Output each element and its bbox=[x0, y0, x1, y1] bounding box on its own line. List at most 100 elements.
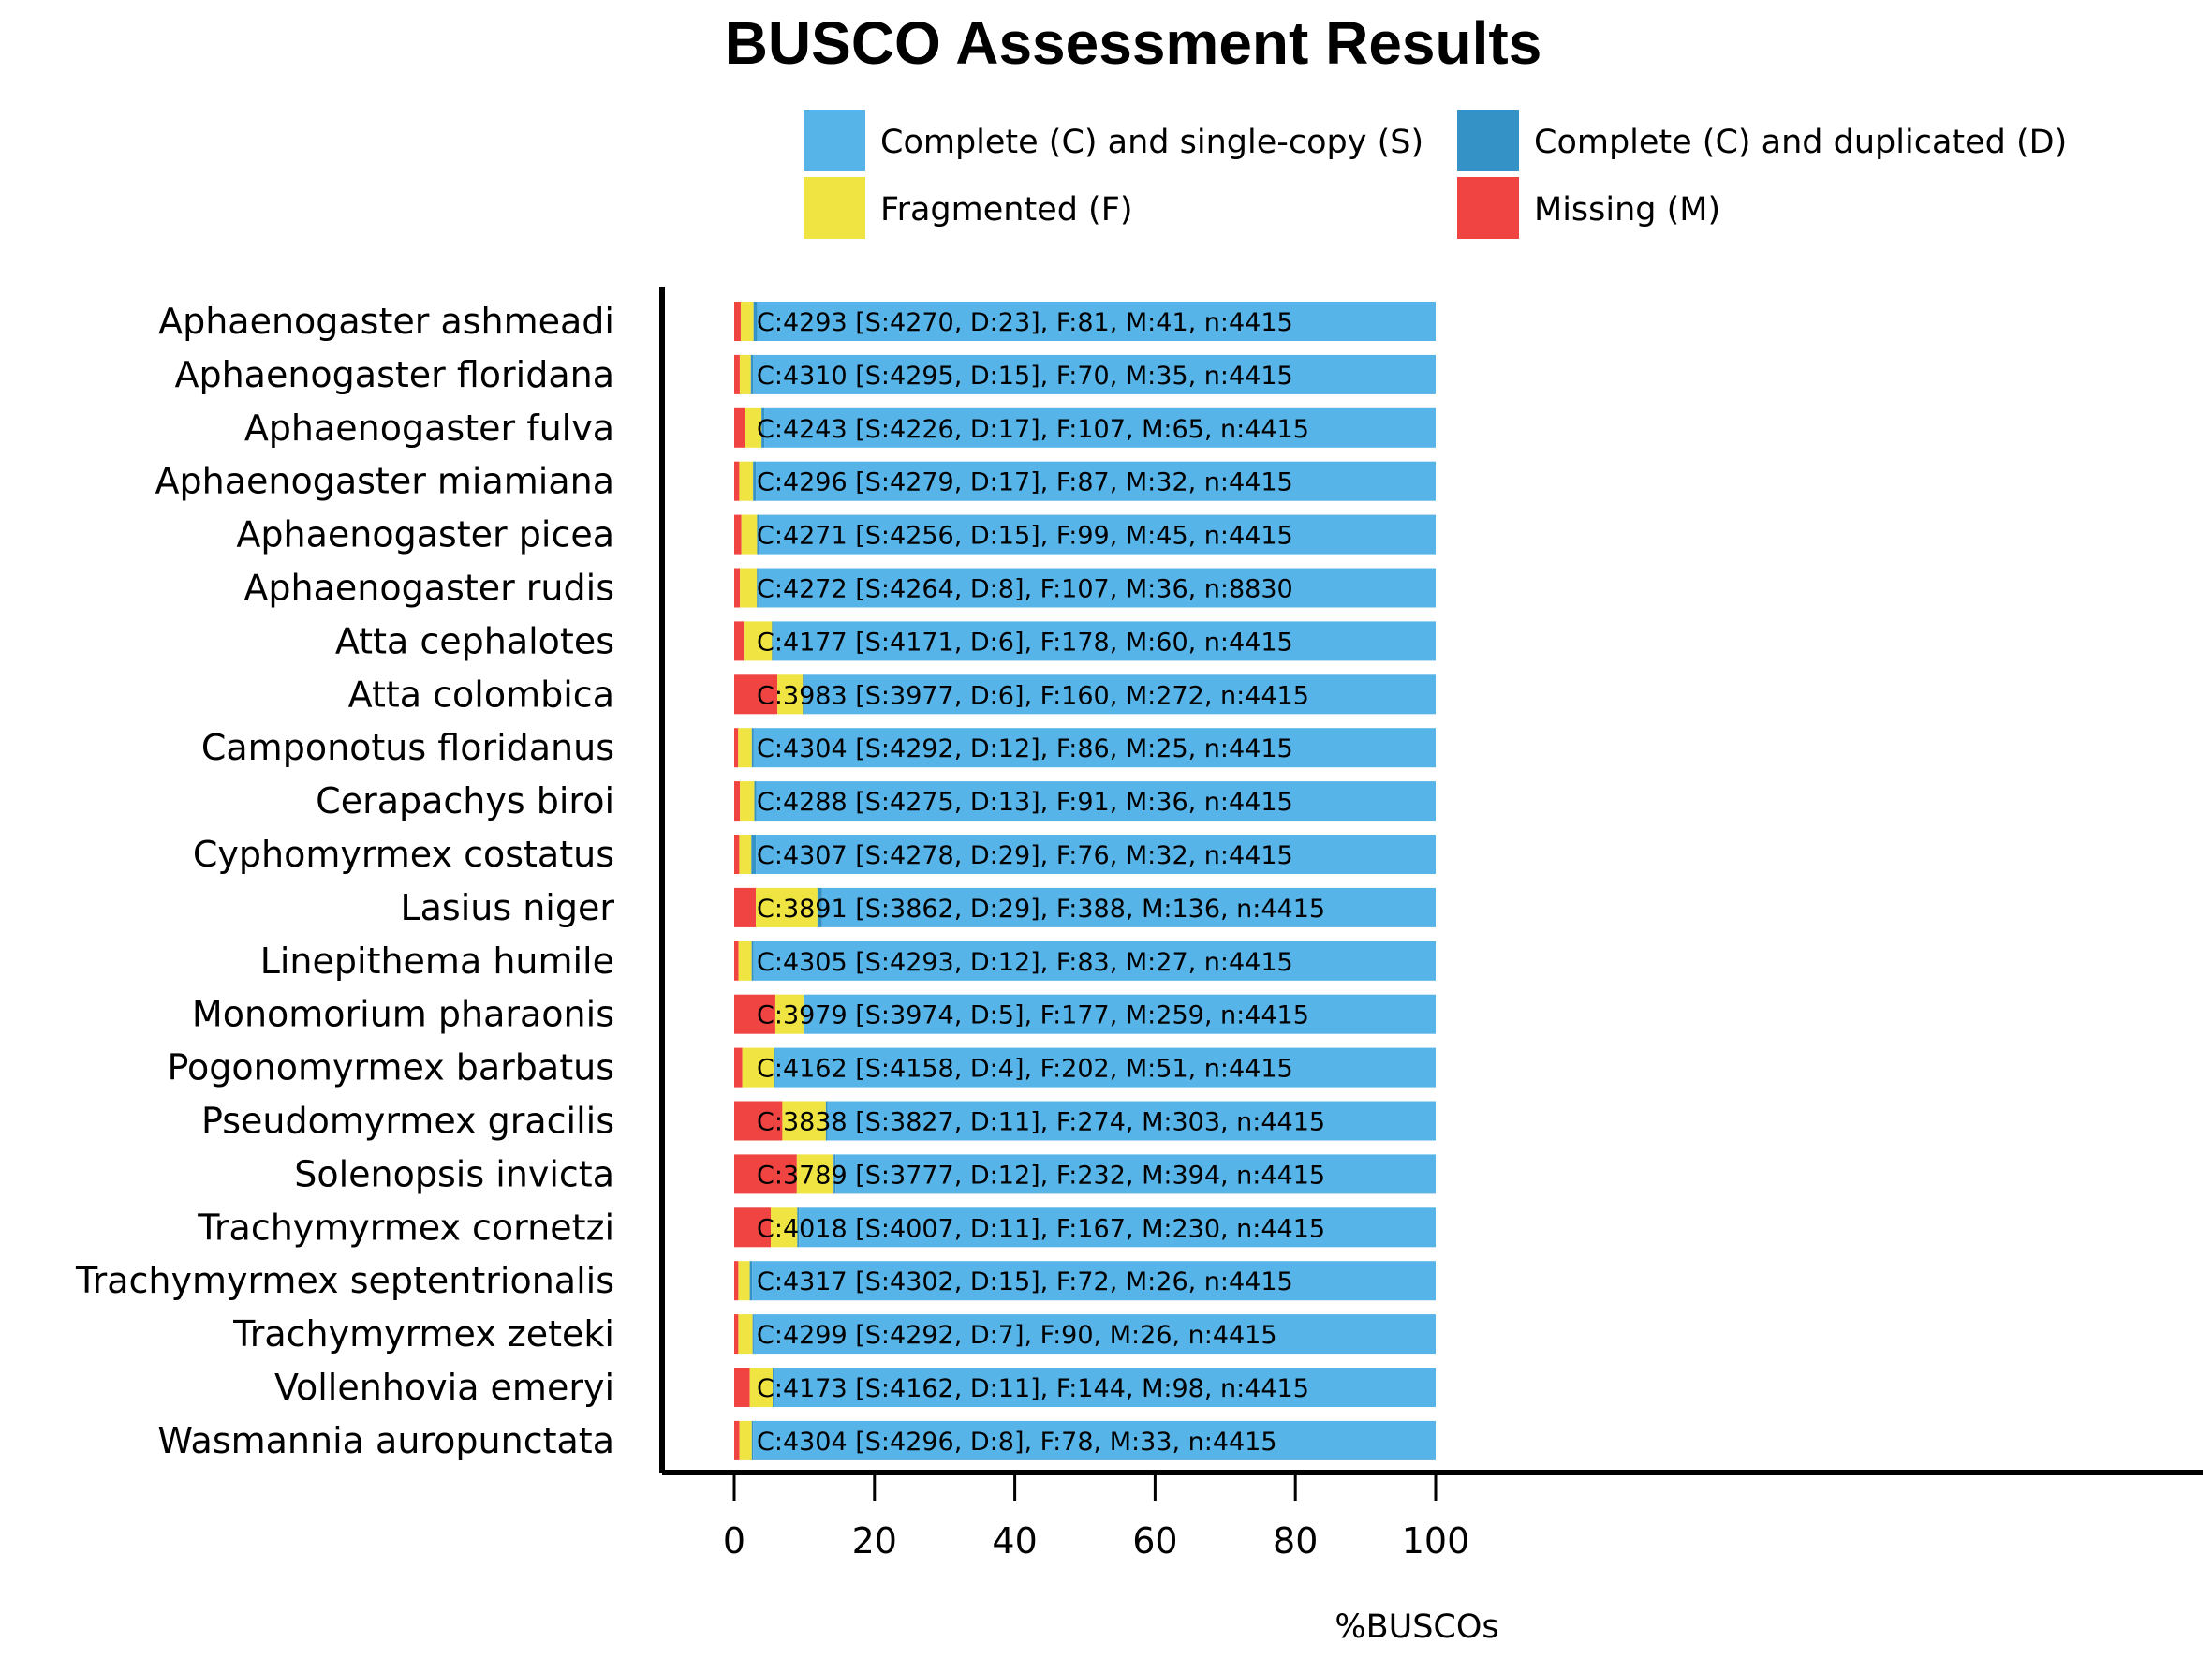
bar-data-label: C:4305 [S:4293, D:12], F:83, M:27, n:441… bbox=[757, 948, 1293, 977]
bar-segment-single bbox=[835, 1154, 1436, 1194]
bar-segment-missing bbox=[734, 835, 740, 874]
bar-segment-duplicated bbox=[750, 354, 754, 394]
axes bbox=[659, 287, 2203, 1475]
bar-segment-missing bbox=[734, 1314, 739, 1355]
species-label: Pogonomyrmex barbatus bbox=[168, 1047, 615, 1089]
bar-segment-missing bbox=[734, 994, 775, 1034]
bar-segment-single bbox=[764, 407, 1436, 448]
bar-segment-single bbox=[774, 1368, 1436, 1407]
bar-segment-duplicated bbox=[751, 941, 754, 981]
bar-segment-fragmented bbox=[756, 887, 818, 927]
legend-label-duplicated: Complete (C) and duplicated (D) bbox=[1534, 124, 2067, 161]
bar-segment-fragmented bbox=[771, 1207, 798, 1248]
legend-swatch-missing bbox=[1457, 177, 1519, 239]
bar-data-label: C:4288 [S:4275, D:13], F:91, M:36, n:441… bbox=[757, 788, 1293, 817]
bar-data-label: C:4296 [S:4279, D:17], F:87, M:32, n:441… bbox=[757, 468, 1293, 497]
bar-segment-fragmented bbox=[741, 514, 758, 555]
bar-data-label: C:4304 [S:4296, D:8], F:78, M:33, n:4415 bbox=[757, 1428, 1277, 1457]
bar-segment-duplicated bbox=[757, 514, 759, 555]
bar-segment-fragmented bbox=[777, 674, 804, 715]
bar-segment-single bbox=[756, 781, 1436, 822]
bar-segment-missing bbox=[734, 621, 745, 661]
x-tick-label: 60 bbox=[1132, 1520, 1177, 1562]
legend-swatch-duplicated bbox=[1457, 110, 1519, 171]
species-label: Linepithema humile bbox=[260, 941, 614, 982]
species-label: Aphaenogaster picea bbox=[236, 514, 614, 555]
bar-segment-missing bbox=[734, 887, 757, 927]
bar-segment-duplicated bbox=[753, 302, 758, 341]
bar-segment-missing bbox=[734, 728, 739, 768]
bar-segment-duplicated bbox=[751, 835, 757, 874]
bar-segment-missing bbox=[734, 407, 745, 448]
bar-data-label: C:4317 [S:4302, D:15], F:72, M:26, n:441… bbox=[757, 1267, 1293, 1296]
bar-segment-fragmented bbox=[742, 1047, 774, 1088]
bar-segment-missing bbox=[734, 514, 742, 555]
legend-label-missing: Missing (M) bbox=[1534, 191, 1720, 229]
bar-data-label: C:4271 [S:4256, D:15], F:99, M:45, n:441… bbox=[757, 522, 1293, 551]
bar-segment-missing bbox=[734, 354, 740, 394]
bar-segment-duplicated bbox=[773, 1368, 774, 1407]
bar-data-label: C:4299 [S:4292, D:7], F:90, M:26, n:4415 bbox=[757, 1321, 1277, 1350]
bar-segment-duplicated bbox=[749, 1261, 753, 1301]
bar-segment-single bbox=[756, 835, 1436, 874]
species-label: Aphaenogaster fulva bbox=[244, 407, 614, 449]
bar-segment-single bbox=[758, 568, 1436, 608]
bar-segment-fragmented bbox=[738, 1261, 750, 1301]
bar-segment-missing bbox=[734, 1154, 797, 1194]
bar-segment-single bbox=[753, 941, 1436, 981]
bar-segment-fragmented bbox=[740, 781, 755, 822]
species-label: Atta cephalotes bbox=[335, 620, 614, 661]
species-label: Solenopsis invicta bbox=[294, 1153, 614, 1194]
legend-swatch-fragmented bbox=[804, 177, 865, 239]
species-label: Monomorium pharaonis bbox=[192, 994, 614, 1035]
species-label: Trachymyrmex cornetzi bbox=[197, 1207, 614, 1248]
bar-segment-duplicated bbox=[761, 407, 765, 448]
bar-segment-fragmented bbox=[745, 407, 762, 448]
species-label: Cyphomyrmex costatus bbox=[193, 834, 614, 875]
bar-data-label: C:4307 [S:4278, D:29], F:76, M:32, n:441… bbox=[757, 841, 1293, 870]
bar-segment-single bbox=[753, 728, 1436, 768]
bar-segment-duplicated bbox=[774, 1047, 775, 1088]
bar-segment-duplicated bbox=[753, 461, 757, 501]
species-label: Camponotus floridanus bbox=[201, 727, 614, 768]
bar-segment-duplicated bbox=[817, 887, 822, 927]
x-tick-label: 20 bbox=[852, 1520, 897, 1562]
bar-segment-single bbox=[804, 674, 1436, 715]
bar-segment-fragmented bbox=[739, 354, 751, 394]
bar-segment-single bbox=[821, 887, 1436, 927]
x-tick-label: 40 bbox=[992, 1520, 1037, 1562]
bar-segment-missing bbox=[734, 461, 740, 501]
bar-segment-single bbox=[753, 354, 1436, 394]
bar-data-label: C:4304 [S:4292, D:12], F:86, M:25, n:441… bbox=[757, 734, 1293, 763]
bar-data-label: C:3979 [S:3974, D:5], F:177, M:259, n:44… bbox=[757, 1001, 1309, 1030]
bar-segment-single bbox=[799, 1207, 1436, 1248]
bar-segment-fragmented bbox=[739, 835, 752, 874]
bar-segment-missing bbox=[734, 1420, 740, 1460]
bar-data-label: C:4293 [S:4270, D:23], F:81, M:41, n:441… bbox=[757, 308, 1293, 337]
species-label: Pseudomyrmex gracilis bbox=[201, 1101, 614, 1142]
bar-segment-single bbox=[804, 994, 1436, 1034]
species-label: Trachymyrmex zeteki bbox=[232, 1313, 614, 1355]
bar-data-label: C:4272 [S:4264, D:8], F:107, M:36, n:883… bbox=[757, 575, 1293, 604]
species-label: Cerapachys biroi bbox=[316, 780, 614, 822]
species-label: Aphaenogaster floridana bbox=[174, 354, 614, 395]
bar-data-label: C:4018 [S:4007, D:11], F:167, M:230, n:4… bbox=[757, 1214, 1325, 1243]
bar-data-label: C:3838 [S:3827, D:11], F:274, M:303, n:4… bbox=[757, 1108, 1325, 1137]
bar-data-label: C:4310 [S:4295, D:15], F:70, M:35, n:441… bbox=[757, 362, 1293, 391]
species-label: Aphaenogaster rudis bbox=[243, 568, 614, 609]
bar-segment-duplicated bbox=[797, 1207, 800, 1248]
bar-segment-fragmented bbox=[796, 1154, 834, 1194]
legend-swatch-single bbox=[804, 110, 865, 171]
species-labels: Aphaenogaster ashmeadi Aphaenogaster flor… bbox=[75, 301, 614, 1461]
bar-segment-duplicated bbox=[825, 1101, 828, 1141]
bar-segment-fragmented bbox=[738, 728, 752, 768]
species-label: Vollenhovia emeryi bbox=[274, 1367, 614, 1408]
bars: C:4293 [S:4270, D:23], F:81, M:41, n:441… bbox=[734, 302, 1436, 1460]
bar-segment-single bbox=[756, 461, 1436, 501]
bar-segment-single bbox=[774, 1047, 1436, 1088]
bar-segment-duplicated bbox=[757, 568, 759, 608]
bar-segment-single bbox=[752, 1261, 1436, 1301]
bar-data-label: C:3789 [S:3777, D:12], F:232, M:394, n:4… bbox=[757, 1161, 1325, 1190]
bar-segment-fragmented bbox=[739, 461, 754, 501]
